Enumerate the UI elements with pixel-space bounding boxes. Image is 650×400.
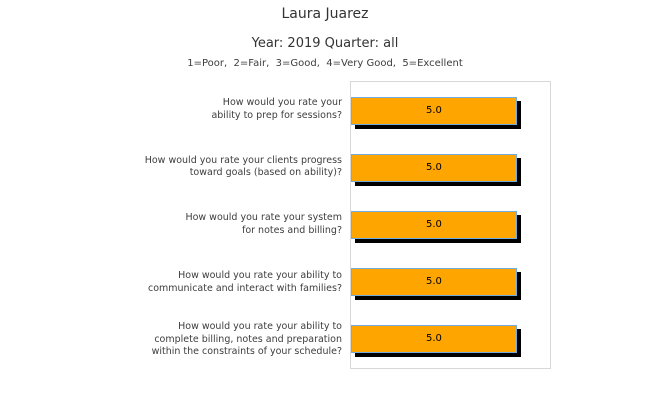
- plot-area: 5.0 5.0 5.0 5.0 5.0: [350, 81, 551, 369]
- bar-value-label: 5.0: [425, 219, 442, 230]
- label-row: How would you rate your ability to prep …: [0, 81, 342, 139]
- rating-bar: 5.0: [351, 211, 517, 239]
- bar-value-label: 5.0: [425, 161, 442, 173]
- rating-scale-legend: 1=Poor, 2=Fair, 3=Good, 4=Very Good, 5=E…: [187, 58, 463, 69]
- label-row: How would you rate your clients progress…: [0, 139, 342, 197]
- category-labels: How would you rate your ability to prep …: [0, 81, 342, 369]
- bar-row: 5.0: [351, 254, 550, 311]
- category-label: How would you rate your ability to prep …: [211, 97, 342, 121]
- bar-rows: 5.0 5.0 5.0 5.0 5.0: [351, 82, 550, 368]
- label-row: How would you rate your ability to compl…: [0, 311, 342, 369]
- bar-value-label: 5.0: [425, 333, 442, 345]
- label-row: How would you rate your ability to commu…: [0, 254, 342, 312]
- chart-title: Laura Juarez: [281, 6, 369, 22]
- category-label: How would you rate your clients progress…: [144, 154, 342, 179]
- label-row: How would you rate your system for notes…: [0, 196, 342, 254]
- category-label: How would you rate your ability to commu…: [147, 270, 342, 294]
- bar-row: 5.0: [351, 82, 550, 139]
- bar-row: 5.0: [351, 139, 550, 196]
- category-label: How would you rate your ability to compl…: [151, 321, 342, 358]
- bar-row: 5.0: [351, 311, 550, 368]
- category-label: How would you rate your system for notes…: [185, 212, 342, 236]
- bar-value-label: 5.0: [425, 276, 442, 288]
- rating-bar: 5.0: [351, 153, 517, 182]
- bar-value-label: 5.0: [425, 104, 442, 116]
- rating-bar: 5.0: [351, 96, 517, 125]
- bar-row: 5.0: [351, 196, 550, 253]
- rating-bar: 5.0: [351, 325, 517, 354]
- chart-subtitle: Year: 2019 Quarter: all: [251, 36, 399, 51]
- rating-bar: 5.0: [351, 268, 517, 297]
